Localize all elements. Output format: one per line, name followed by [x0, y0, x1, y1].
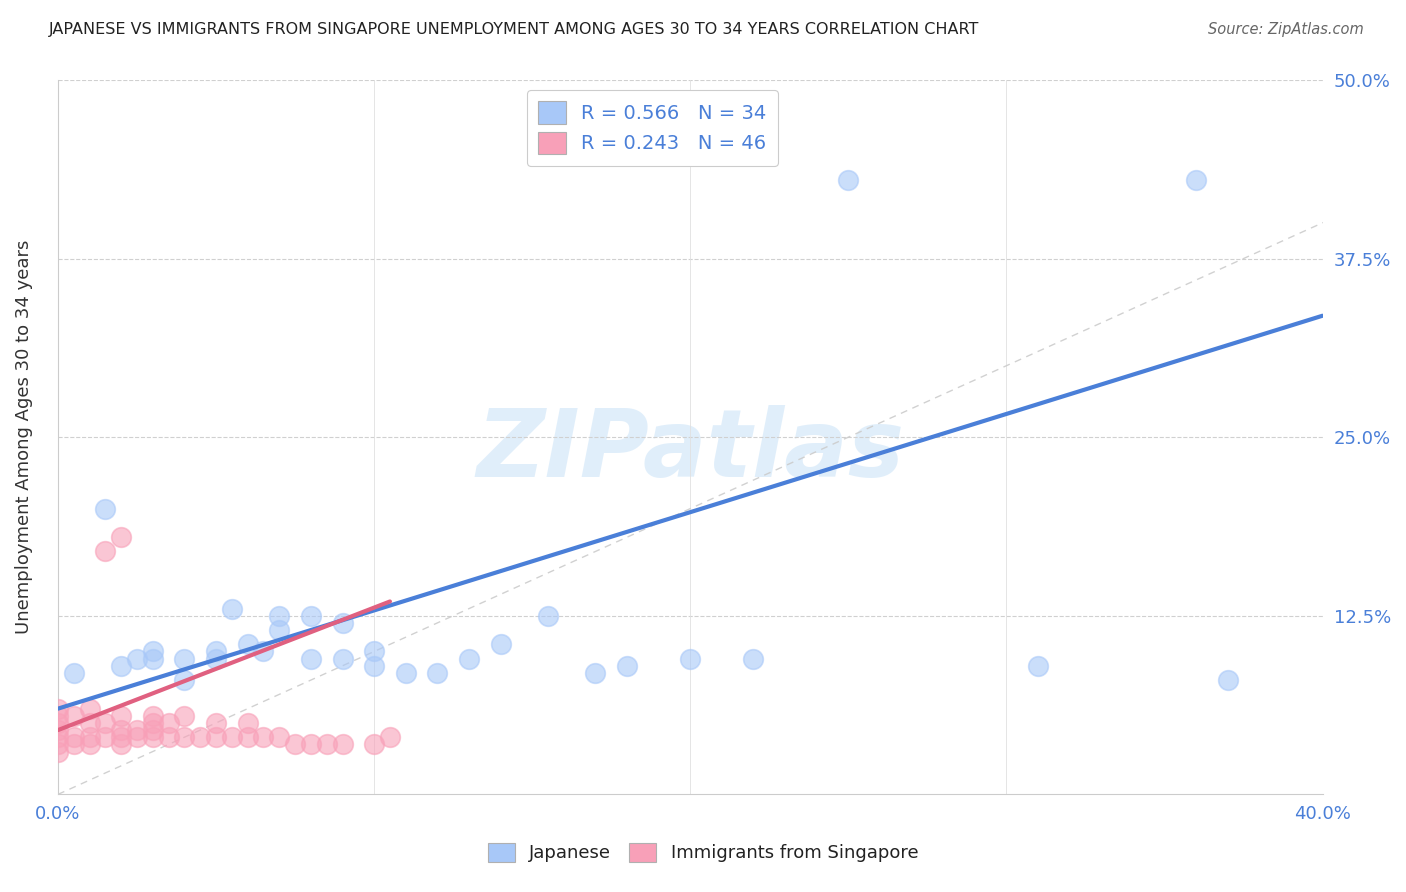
- Point: [142, 651, 165, 665]
- Point: [252, 730, 274, 744]
- Point: [205, 715, 228, 730]
- Point: [142, 715, 165, 730]
- Point: [315, 737, 337, 751]
- Point: [236, 730, 259, 744]
- Point: [236, 637, 259, 651]
- Point: [1026, 658, 1049, 673]
- Point: [332, 615, 354, 630]
- Point: [110, 530, 132, 544]
- Point: [94, 715, 117, 730]
- Point: [742, 651, 765, 665]
- Point: [46, 701, 69, 715]
- Point: [94, 730, 117, 744]
- Point: [378, 730, 401, 744]
- Point: [62, 665, 84, 680]
- Point: [284, 737, 307, 751]
- Point: [94, 501, 117, 516]
- Point: [94, 544, 117, 558]
- Point: [332, 737, 354, 751]
- Point: [537, 608, 560, 623]
- Point: [252, 644, 274, 658]
- Point: [679, 651, 702, 665]
- Point: [125, 723, 148, 737]
- Point: [46, 744, 69, 758]
- Point: [221, 730, 243, 744]
- Point: [142, 730, 165, 744]
- Point: [110, 708, 132, 723]
- Point: [458, 651, 481, 665]
- Point: [363, 658, 385, 673]
- Legend: R = 0.566   N = 34, R = 0.243   N = 46: R = 0.566 N = 34, R = 0.243 N = 46: [527, 90, 778, 166]
- Text: Source: ZipAtlas.com: Source: ZipAtlas.com: [1208, 22, 1364, 37]
- Point: [110, 730, 132, 744]
- Point: [157, 730, 180, 744]
- Y-axis label: Unemployment Among Ages 30 to 34 years: Unemployment Among Ages 30 to 34 years: [15, 240, 32, 634]
- Point: [299, 737, 322, 751]
- Point: [79, 737, 101, 751]
- Point: [173, 673, 195, 687]
- Point: [142, 644, 165, 658]
- Point: [157, 715, 180, 730]
- Point: [62, 708, 84, 723]
- Point: [363, 644, 385, 658]
- Point: [205, 644, 228, 658]
- Point: [125, 651, 148, 665]
- Point: [269, 608, 291, 623]
- Point: [62, 737, 84, 751]
- Point: [62, 730, 84, 744]
- Point: [426, 665, 449, 680]
- Point: [142, 723, 165, 737]
- Point: [395, 665, 418, 680]
- Text: ZIPatlas: ZIPatlas: [477, 406, 904, 498]
- Point: [142, 708, 165, 723]
- Point: [1216, 673, 1239, 687]
- Point: [46, 723, 69, 737]
- Point: [221, 601, 243, 615]
- Point: [837, 173, 859, 187]
- Point: [269, 730, 291, 744]
- Point: [46, 708, 69, 723]
- Point: [205, 651, 228, 665]
- Point: [583, 665, 606, 680]
- Point: [299, 608, 322, 623]
- Point: [79, 701, 101, 715]
- Point: [363, 737, 385, 751]
- Text: JAPANESE VS IMMIGRANTS FROM SINGAPORE UNEMPLOYMENT AMONG AGES 30 TO 34 YEARS COR: JAPANESE VS IMMIGRANTS FROM SINGAPORE UN…: [49, 22, 980, 37]
- Point: [79, 730, 101, 744]
- Point: [110, 658, 132, 673]
- Point: [79, 715, 101, 730]
- Point: [173, 651, 195, 665]
- Point: [299, 651, 322, 665]
- Point: [616, 658, 638, 673]
- Point: [46, 730, 69, 744]
- Point: [110, 723, 132, 737]
- Point: [46, 737, 69, 751]
- Point: [332, 651, 354, 665]
- Point: [125, 730, 148, 744]
- Point: [1185, 173, 1208, 187]
- Point: [173, 730, 195, 744]
- Point: [188, 730, 211, 744]
- Legend: Japanese, Immigrants from Singapore: Japanese, Immigrants from Singapore: [481, 836, 925, 870]
- Point: [110, 737, 132, 751]
- Point: [173, 708, 195, 723]
- Point: [269, 623, 291, 637]
- Point: [489, 637, 512, 651]
- Point: [205, 730, 228, 744]
- Point: [236, 715, 259, 730]
- Point: [46, 715, 69, 730]
